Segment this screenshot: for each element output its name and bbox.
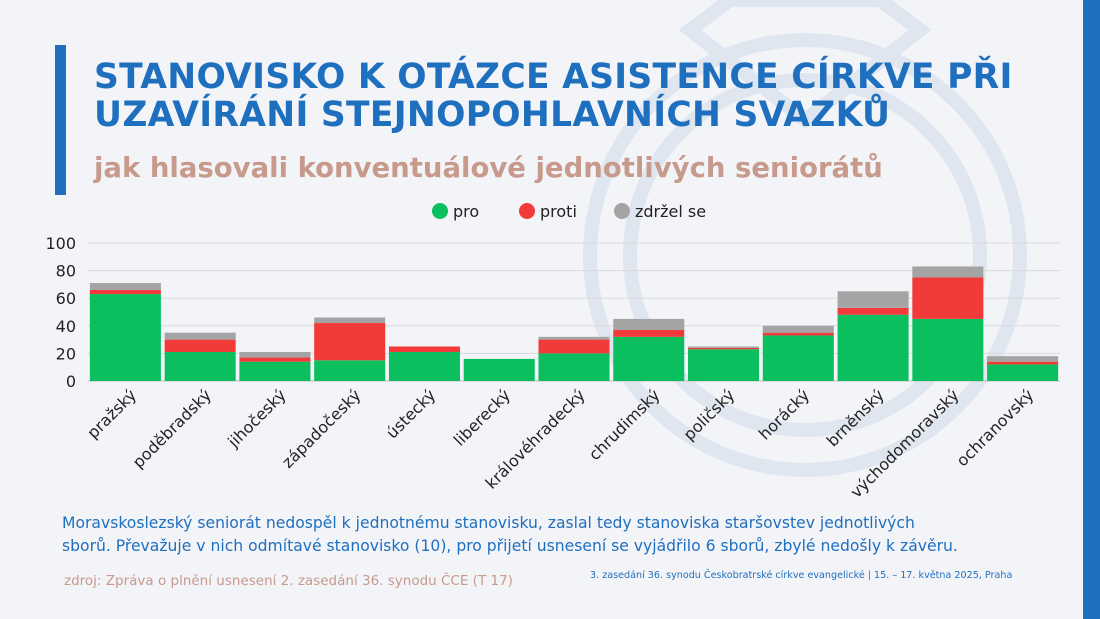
bar-3-0 (314, 360, 386, 381)
bar-9-0 (762, 335, 834, 381)
x-tick-label-2: jihočeský (223, 385, 289, 451)
bar-7-1 (613, 329, 685, 337)
bar-2-1 (239, 357, 311, 362)
bar-10-1 (837, 307, 909, 315)
y-tick-label-5: 100 (45, 234, 76, 253)
source-citation: zdroj: Zpráva o plnění usnesení 2. zased… (64, 573, 513, 589)
bar-11-2 (912, 266, 984, 278)
page-subtitle: jak hlasovali konventuálové jednotlivých… (94, 152, 883, 184)
bar-2-0 (239, 361, 311, 381)
bar-11-1 (912, 277, 984, 319)
bar-9-2 (762, 325, 834, 333)
bar-12-0 (987, 364, 1059, 381)
bar-6-2 (538, 336, 610, 340)
bar-7-2 (613, 318, 685, 330)
bar-1-1 (164, 339, 236, 353)
legend-label-1: proti (540, 202, 577, 221)
bar-3-2 (314, 317, 386, 324)
bar-12-2 (987, 356, 1059, 362)
bar-2-2 (239, 352, 311, 358)
bar-9-1 (762, 332, 834, 336)
x-tick-label-4: ústecký (382, 385, 439, 442)
title-line-2: UZAVÍRÁNÍ STEJNOPOHLAVNÍCH SVAZKŮ (94, 95, 891, 135)
note-line-2: sborů. Převažuje v nich odmítavé stanovi… (62, 537, 958, 555)
x-tick-label-10: brněnský (823, 385, 888, 450)
bar-7-0 (613, 336, 685, 381)
legend-label-2: zdržel se (635, 202, 706, 221)
bar-0-1 (89, 289, 161, 295)
x-tick-label-5: liberecký (450, 385, 514, 449)
bar-11-0 (912, 318, 984, 381)
x-tick-label-12: ochranovský (953, 385, 1038, 470)
y-axis: 0 20 40 60 80 100 (45, 234, 76, 391)
right-accent-strip (1083, 0, 1100, 619)
bar-1-0 (164, 352, 236, 381)
bar-8-0 (688, 349, 760, 381)
y-tick-label-2: 40 (56, 317, 76, 336)
chart-bars (89, 266, 1059, 381)
x-tick-label-3: západočeský (278, 385, 364, 471)
bar-0-0 (89, 294, 161, 381)
bar-5-0 (463, 358, 535, 381)
bar-8-1 (688, 347, 760, 350)
y-tick-label-1: 20 (56, 344, 76, 363)
legend-marker-2 (614, 203, 630, 219)
y-tick-label-0: 0 (66, 372, 76, 391)
page-title: STANOVISKO K OTÁZCE ASISTENCE CÍRKVE PŘI… (94, 58, 1074, 134)
legend-label-0: pro (453, 202, 479, 221)
bar-6-0 (538, 353, 610, 381)
legend-marker-0 (432, 203, 448, 219)
note-line-1: Moravskoslezský seniorát nedospěl k jedn… (62, 514, 915, 532)
x-tick-label-7: chrudimský (585, 385, 664, 464)
bar-6-1 (538, 339, 610, 354)
chart-legend: pro proti zdržel se (432, 202, 706, 221)
x-tick-label-1: poděbradský (129, 385, 215, 471)
bar-10-0 (837, 314, 909, 381)
bar-12-1 (987, 361, 1059, 365)
event-footer: 3. zasedání 36. synodu Českobratrské cír… (590, 570, 1013, 581)
bar-10-2 (837, 291, 909, 308)
y-tick-label-4: 80 (56, 262, 76, 281)
title-line-1: STANOVISKO K OTÁZCE ASISTENCE CÍRKVE PŘI (94, 57, 1013, 97)
bar-4-1 (388, 346, 460, 353)
title-accent-bar (55, 45, 66, 195)
legend-marker-1 (519, 203, 535, 219)
bar-0-2 (89, 283, 161, 290)
x-tick-label-0: pražský (83, 385, 140, 442)
x-tick-label-9: horácký (755, 385, 813, 443)
note-text: Moravskoslezský seniorát nedospěl k jedn… (62, 512, 1062, 558)
bar-4-0 (388, 352, 460, 381)
bar-3-1 (314, 323, 386, 361)
y-tick-label-3: 60 (56, 289, 76, 308)
x-tick-label-8: poličský (680, 385, 739, 444)
bar-8-2 (688, 346, 760, 348)
bar-1-2 (164, 332, 236, 340)
